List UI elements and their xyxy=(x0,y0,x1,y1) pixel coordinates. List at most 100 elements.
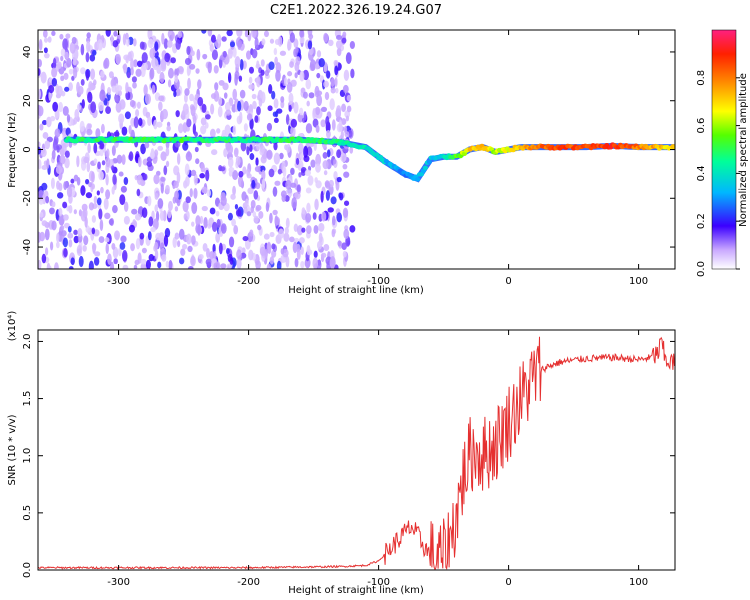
noise-speck xyxy=(43,37,49,43)
noise-speck xyxy=(136,188,141,197)
noise-speck xyxy=(148,216,154,227)
noise-speck xyxy=(315,163,321,173)
noise-speck xyxy=(86,40,91,53)
noise-speck xyxy=(130,67,134,76)
y-tick-label: 20 xyxy=(22,94,33,107)
noise-speck xyxy=(324,181,331,189)
noise-speck xyxy=(206,189,212,197)
noise-speck xyxy=(118,113,125,124)
noise-speck xyxy=(165,260,169,268)
noise-speck xyxy=(194,131,198,137)
noise-speck xyxy=(174,206,179,212)
noise-speck xyxy=(346,94,352,102)
x-tick-label: 0 xyxy=(505,577,511,588)
noise-speck xyxy=(56,232,60,243)
x-tick-label: -100 xyxy=(367,577,390,588)
noise-speck xyxy=(232,88,238,101)
noise-speck xyxy=(343,69,350,81)
noise-speck xyxy=(43,47,48,54)
noise-speck xyxy=(167,208,172,219)
noise-speck xyxy=(152,58,159,71)
noise-speck xyxy=(226,30,233,37)
snr-frame xyxy=(37,329,676,571)
noise-speck xyxy=(168,259,173,269)
noise-speck xyxy=(118,171,124,177)
noise-speck xyxy=(297,142,304,154)
noise-speck xyxy=(88,260,94,269)
noise-speck xyxy=(299,70,305,82)
noise-speck xyxy=(293,38,299,49)
noise-speck xyxy=(126,72,131,79)
noise-speck xyxy=(55,241,60,249)
noise-speck xyxy=(283,232,290,242)
noise-speck xyxy=(323,32,329,43)
noise-speck xyxy=(182,200,189,213)
noise-speck xyxy=(239,111,243,124)
noise-speck xyxy=(143,173,148,181)
noise-speck xyxy=(38,141,41,148)
noise-speck xyxy=(105,174,109,186)
noise-speck xyxy=(51,201,56,208)
noise-speck xyxy=(320,190,324,203)
noise-speck xyxy=(152,218,159,230)
noise-speck xyxy=(217,106,223,118)
noise-speck xyxy=(48,84,55,94)
noise-speck xyxy=(41,253,47,264)
noise-speck xyxy=(325,190,330,201)
noise-speck xyxy=(176,67,180,76)
noise-speck xyxy=(285,179,292,190)
noise-speck xyxy=(63,214,69,221)
noise-speck xyxy=(83,156,90,164)
noise-speck xyxy=(136,101,141,109)
noise-speck xyxy=(267,105,273,112)
noise-speck xyxy=(269,231,275,238)
noise-speck xyxy=(224,101,231,112)
noise-speck xyxy=(301,227,306,233)
noise-speck xyxy=(126,37,130,47)
noise-speck xyxy=(43,52,50,59)
noise-speck xyxy=(141,247,147,254)
noise-speck xyxy=(275,69,281,82)
noise-speck xyxy=(88,202,95,211)
noise-speck xyxy=(254,115,259,123)
noise-speck xyxy=(59,33,64,40)
noise-speck xyxy=(316,72,321,79)
noise-speck xyxy=(105,30,111,37)
noise-speck xyxy=(184,163,190,176)
colorbar-tick-label: 0.8 xyxy=(696,70,707,86)
noise-speck xyxy=(149,151,155,160)
noise-speck xyxy=(227,212,233,221)
noise-speck xyxy=(106,87,112,96)
noise-speck xyxy=(290,118,298,128)
noise-speck xyxy=(177,240,181,248)
noise-speck xyxy=(271,90,276,100)
noise-speck xyxy=(98,236,105,243)
noise-speck xyxy=(284,77,288,87)
noise-speck xyxy=(273,47,278,56)
noise-speck xyxy=(93,257,100,266)
noise-speck xyxy=(335,40,342,49)
noise-speck xyxy=(189,93,195,102)
noise-speck xyxy=(46,158,50,169)
noise-speck xyxy=(306,245,311,256)
y-tick-label: 2.0 xyxy=(22,333,33,349)
noise-speck xyxy=(207,30,213,37)
noise-speck xyxy=(51,67,58,78)
noise-speck xyxy=(147,195,152,207)
noise-speck xyxy=(200,163,205,173)
noise-speck xyxy=(54,262,59,269)
noise-speck xyxy=(191,221,195,227)
noise-speck xyxy=(91,227,96,235)
noise-speck xyxy=(205,169,210,182)
noise-speck xyxy=(100,70,105,78)
noise-speck xyxy=(331,229,336,238)
noise-speck xyxy=(232,169,239,181)
noise-speck xyxy=(154,193,159,200)
noise-speck xyxy=(184,57,192,66)
noise-speck xyxy=(279,50,287,56)
noise-speck xyxy=(160,176,166,182)
noise-speck xyxy=(326,130,331,139)
noise-speck xyxy=(38,146,42,155)
noise-speck xyxy=(234,73,238,86)
